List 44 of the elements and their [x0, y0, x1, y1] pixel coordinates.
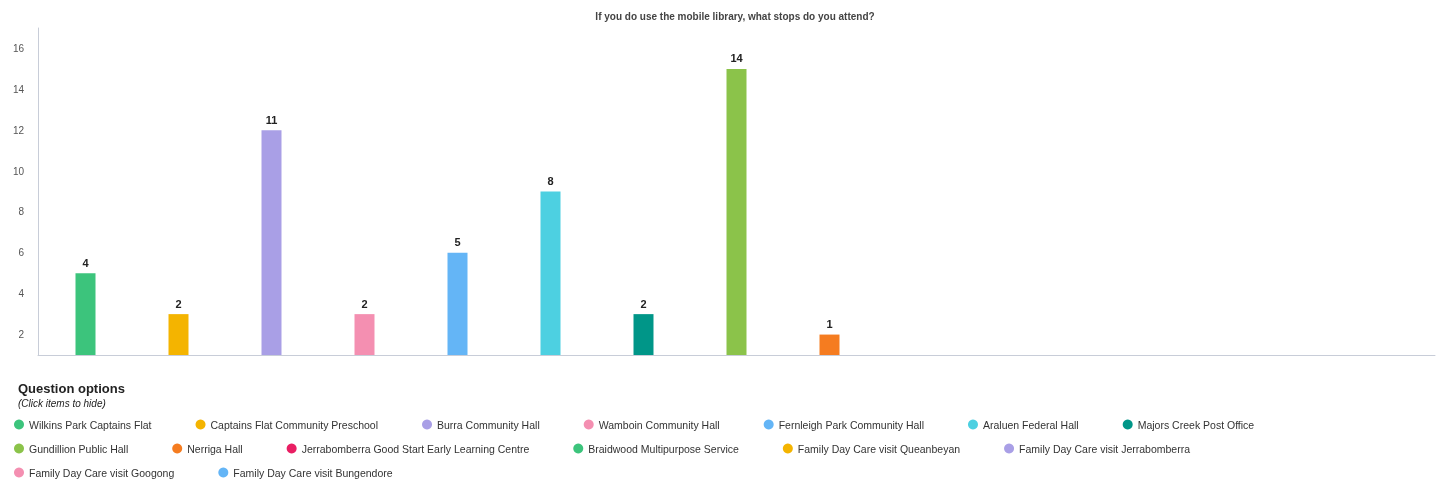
- data-label: 11: [265, 113, 278, 126]
- legend-label: Braidwood Multipurpose Service: [588, 442, 739, 455]
- bar: [261, 130, 282, 355]
- data-label: 2: [361, 297, 368, 310]
- bar: [168, 314, 189, 355]
- y-tick-label: 10: [12, 165, 25, 177]
- y-tick-label: 2: [18, 329, 25, 341]
- y-tick-label: 16: [12, 42, 25, 54]
- legend-label: Family Day Care visit Googong: [29, 466, 175, 479]
- legend-label: Jerrabomberra Good Start Early Learning Centre: [301, 442, 530, 455]
- legend-label: Fernleigh Park Community Hall: [778, 418, 924, 431]
- data-label: 1: [826, 318, 833, 331]
- bar: [540, 191, 561, 355]
- data-label: 4: [82, 256, 90, 269]
- legend-label: Burra Community Hall: [437, 418, 540, 431]
- legend-label: Araluen Federal Hall: [982, 418, 1079, 431]
- y-tick-label: 4: [18, 288, 25, 300]
- bar: [354, 314, 375, 355]
- text: (Click items to hide): [18, 397, 106, 409]
- data-label: 14: [730, 52, 744, 65]
- y-tick-label: 8: [18, 206, 25, 218]
- bar: [447, 252, 468, 355]
- data-label: 8: [547, 175, 554, 187]
- legend-label: Family Day Care visit Bungendore: [233, 466, 393, 479]
- legend-label: Wamboin Community Hall: [598, 418, 720, 431]
- legend-label: Family Day Care visit Queanbeyan: [797, 442, 961, 455]
- text: Question options: [18, 381, 125, 396]
- y-tick-label: 12: [12, 124, 25, 136]
- chart-title: If you do use the mobile library, what stops do you attend?: [595, 10, 875, 22]
- bar: [75, 273, 96, 355]
- legend-label: Captains Flat Community Preschool: [210, 418, 379, 431]
- y-tick-label: 6: [18, 247, 25, 259]
- bar: [819, 334, 840, 355]
- bar: [726, 68, 747, 355]
- data-label: 5: [454, 236, 461, 249]
- data-label: 2: [640, 297, 647, 310]
- legend-label: Wilkins Park Captains Flat: [29, 418, 152, 431]
- bar: [633, 314, 654, 355]
- legend-label: Majors Creek Post Office: [1137, 418, 1255, 431]
- data-label: 2: [175, 297, 182, 310]
- legend-label: Family Day Care visit Jerrabomberra: [1019, 442, 1191, 455]
- y-tick-label: 14: [12, 83, 25, 95]
- legend-label: Gundillion Public Hall: [29, 442, 129, 455]
- legend-label: Nerriga Hall: [187, 442, 243, 455]
